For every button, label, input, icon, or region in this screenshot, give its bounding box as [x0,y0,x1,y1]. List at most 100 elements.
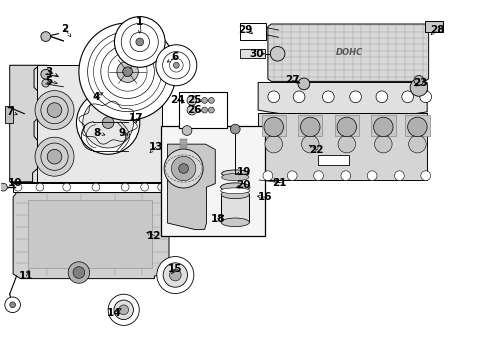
Circle shape [102,117,114,129]
Text: 28: 28 [429,25,443,35]
Circle shape [62,183,70,191]
Circle shape [293,91,305,103]
Circle shape [73,267,84,278]
Circle shape [68,262,89,283]
Text: 29: 29 [238,25,252,35]
Circle shape [47,103,61,117]
Text: DOHC: DOHC [335,48,362,57]
Bar [317,155,348,165]
Circle shape [169,58,183,72]
Circle shape [119,305,128,315]
Circle shape [41,96,68,124]
Circle shape [114,17,165,67]
Text: 5: 5 [45,76,52,86]
Circle shape [36,183,44,191]
Circle shape [337,135,355,153]
Circle shape [41,69,51,79]
Text: 20: 20 [236,180,250,190]
Polygon shape [258,113,427,180]
Text: 30: 30 [249,49,264,59]
Bar [405,116,429,136]
Text: 17: 17 [129,113,143,123]
Circle shape [101,45,154,99]
Text: 25: 25 [187,95,202,105]
Bar [161,126,265,235]
Circle shape [322,91,333,103]
Bar [13,183,166,192]
Circle shape [373,117,392,137]
Circle shape [136,38,143,46]
Polygon shape [13,193,169,279]
Ellipse shape [220,183,249,192]
Circle shape [419,91,431,103]
Circle shape [201,98,207,103]
Circle shape [208,107,214,113]
Circle shape [5,297,20,312]
Circle shape [230,124,240,134]
Text: 2: 2 [61,24,68,34]
Polygon shape [167,144,215,229]
Circle shape [420,171,430,181]
Bar [424,22,442,32]
Polygon shape [10,65,162,182]
Ellipse shape [221,190,249,199]
Circle shape [92,183,100,191]
Text: 12: 12 [147,231,162,240]
Circle shape [182,126,191,135]
Polygon shape [267,24,428,81]
Ellipse shape [221,218,249,226]
Circle shape [163,51,189,79]
Text: 22: 22 [309,144,323,154]
Circle shape [408,135,426,153]
Circle shape [186,105,196,115]
Circle shape [108,52,147,91]
Bar [239,49,264,58]
Circle shape [14,183,22,191]
Text: 16: 16 [257,192,272,202]
Bar [180,164,186,166]
Circle shape [117,61,138,82]
Circle shape [0,183,7,191]
Polygon shape [5,107,13,123]
Bar [180,160,186,163]
Circle shape [298,78,309,90]
Circle shape [82,97,133,148]
Circle shape [114,300,133,320]
Text: 1: 1 [136,17,143,27]
Circle shape [301,135,318,153]
Circle shape [164,149,203,188]
Circle shape [409,79,427,96]
Circle shape [158,183,165,191]
Circle shape [35,91,74,130]
Circle shape [313,171,323,181]
Circle shape [179,164,188,174]
Circle shape [375,91,387,103]
Circle shape [42,79,50,87]
Ellipse shape [220,188,249,194]
Bar [334,116,358,136]
Text: 18: 18 [210,214,224,224]
Ellipse shape [221,170,248,177]
Circle shape [366,171,376,181]
Circle shape [171,156,195,181]
Bar [239,23,266,40]
Circle shape [87,32,167,112]
Circle shape [264,135,282,153]
Text: 6: 6 [171,52,179,62]
Ellipse shape [221,174,248,181]
Text: 26: 26 [187,105,202,115]
Polygon shape [258,82,427,116]
Bar [180,157,186,159]
Bar [180,139,186,141]
Circle shape [336,117,356,137]
Circle shape [208,98,214,103]
Polygon shape [38,65,162,182]
Circle shape [41,32,51,41]
Circle shape [186,95,196,105]
Circle shape [173,62,179,68]
Text: 19: 19 [236,167,250,177]
Text: 11: 11 [19,271,34,281]
Circle shape [263,171,272,181]
Circle shape [35,137,74,176]
Circle shape [41,143,68,170]
